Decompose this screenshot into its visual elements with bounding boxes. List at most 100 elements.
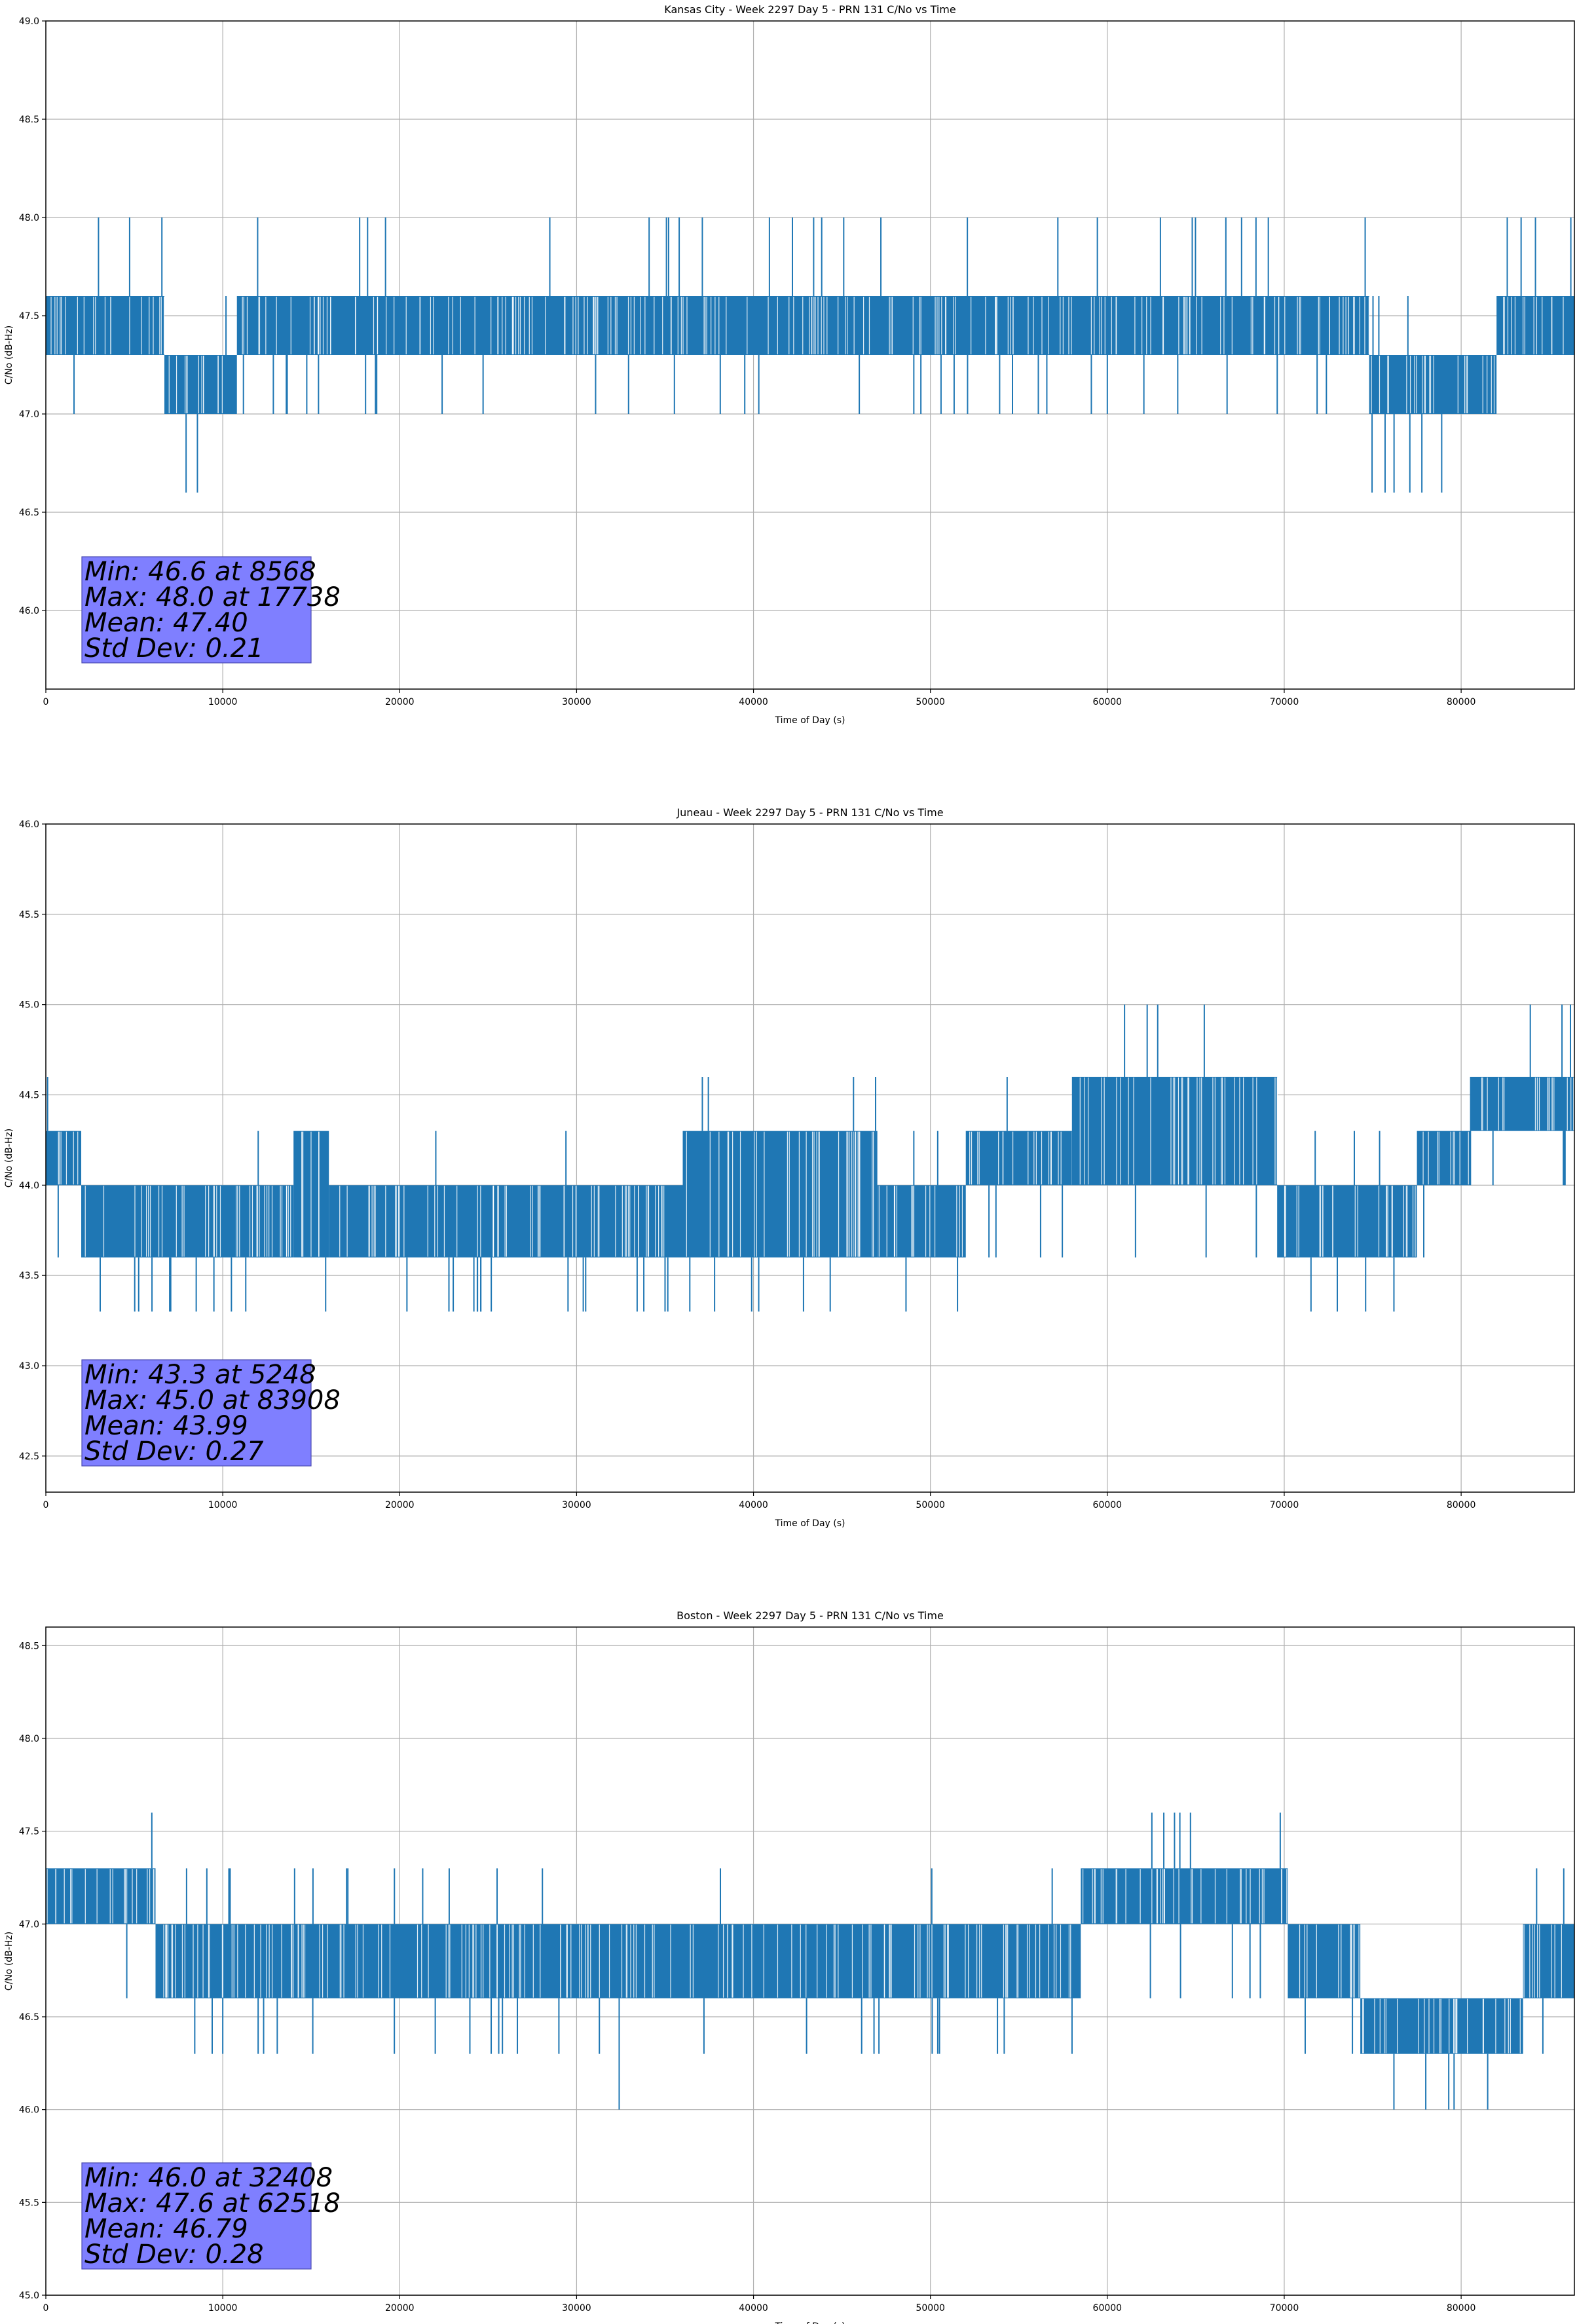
data-gap: [385, 1186, 386, 1257]
data-gap: [1026, 1924, 1028, 1998]
data-gap: [186, 356, 187, 413]
data-gap: [1050, 1131, 1052, 1185]
y-tick-label: 47.5: [19, 311, 39, 322]
stats-std: Std Dev: 0.28: [84, 2240, 264, 2270]
data-gap: [751, 1924, 752, 1998]
x-tick-label: 80000: [1447, 697, 1476, 707]
x-tick-label: 70000: [1270, 697, 1299, 707]
data-gap: [633, 1924, 635, 1998]
data-gap: [625, 1186, 627, 1257]
data-gap: [739, 1131, 741, 1257]
stats-mean: Mean: 43.99: [84, 1411, 248, 1441]
data-gap: [662, 297, 663, 354]
y-axis-label: C/No (dB-Hz): [4, 1129, 14, 1188]
data-gap: [403, 1186, 405, 1257]
data-gap: [1351, 1924, 1352, 1998]
y-axis-label: C/No (dB-Hz): [4, 1932, 14, 1991]
data-gap: [798, 1131, 800, 1257]
data-gap: [663, 1186, 665, 1257]
data-gap: [658, 1186, 659, 1257]
data-gap: [1150, 297, 1151, 354]
data-gap: [322, 297, 324, 354]
data-gap: [1536, 1077, 1538, 1131]
data-gap: [1274, 297, 1276, 354]
data-gap: [1536, 297, 1538, 354]
data-gap: [817, 297, 819, 354]
data-gap: [1300, 297, 1301, 354]
data-gap: [1511, 297, 1512, 354]
data-gap: [216, 1186, 217, 1257]
data-gap: [857, 1131, 859, 1257]
data-gap: [1553, 1077, 1555, 1131]
data-gap: [873, 1131, 874, 1257]
data-gap: [859, 1131, 860, 1257]
data-gap: [504, 1186, 506, 1257]
data-gap: [634, 1186, 635, 1257]
data-gap: [197, 1924, 198, 1998]
data-gap: [124, 1869, 126, 1924]
data-gap: [1060, 1924, 1062, 1998]
data-gap: [1278, 297, 1280, 354]
data-gap: [1182, 1077, 1183, 1185]
data-gap: [477, 1186, 478, 1257]
y-tick-label: 45.0: [19, 2291, 39, 2301]
data-gap: [1338, 1924, 1339, 1998]
data-gap: [398, 1186, 399, 1257]
y-tick-label: 42.5: [19, 1452, 39, 1462]
data-gap: [50, 297, 52, 354]
data-gap: [1016, 1924, 1018, 1998]
data-gap: [894, 1186, 895, 1257]
data-gap: [1012, 1131, 1014, 1185]
data-gap: [1100, 1869, 1102, 1924]
data-band: [1417, 1131, 1470, 1186]
data-gap: [941, 297, 942, 354]
data-gap: [572, 297, 574, 354]
data-gap: [1487, 1077, 1488, 1131]
data-gap: [497, 1186, 498, 1257]
data-gap: [1041, 1131, 1043, 1185]
data-gap: [417, 1924, 418, 1998]
data-gap: [264, 1186, 265, 1257]
data-gap: [826, 1924, 827, 1998]
data-gap: [1035, 1924, 1037, 1998]
stats-std: Std Dev: 0.21: [84, 633, 264, 664]
x-tick-label: 0: [43, 697, 49, 707]
data-gap: [1409, 356, 1411, 413]
data-gap: [301, 1131, 303, 1257]
data-gap: [1191, 1869, 1193, 1924]
data-gap: [260, 1924, 261, 1998]
data-gap: [925, 1186, 927, 1257]
data-gap: [198, 356, 199, 413]
data-band: [877, 1185, 966, 1258]
data-gap: [1467, 1998, 1468, 2053]
data-gap: [1070, 1924, 1071, 1998]
data-gap: [1504, 1998, 1506, 2053]
x-tick-label: 30000: [562, 1500, 591, 1510]
data-gap: [149, 1869, 151, 1924]
data-gap: [1062, 297, 1064, 354]
data-gap: [608, 1924, 610, 1998]
data-gap: [863, 297, 864, 354]
data-gap: [381, 1924, 382, 1998]
data-gap: [1379, 356, 1381, 413]
data-gap: [60, 1131, 62, 1185]
data-gap: [472, 1924, 473, 1998]
data-gap: [217, 356, 219, 413]
y-tick-label: 45.0: [19, 1000, 39, 1011]
data-gap: [1498, 1077, 1499, 1131]
data-gap: [136, 1869, 138, 1924]
stats-mean: Mean: 46.79: [84, 2214, 248, 2244]
data-gap: [838, 1131, 840, 1257]
data-gap: [948, 1924, 949, 1998]
data-gap: [581, 1924, 582, 1998]
data-gap: [1464, 356, 1466, 413]
data-band: [1369, 355, 1497, 414]
data-gap: [851, 1131, 852, 1257]
data-gap: [530, 1186, 531, 1257]
data-gap: [635, 1924, 637, 1998]
data-gap: [1101, 297, 1102, 354]
data-gap: [788, 297, 790, 354]
data-band: [81, 1185, 294, 1258]
data-gap: [1418, 1998, 1419, 2053]
data-gap: [208, 1186, 210, 1257]
